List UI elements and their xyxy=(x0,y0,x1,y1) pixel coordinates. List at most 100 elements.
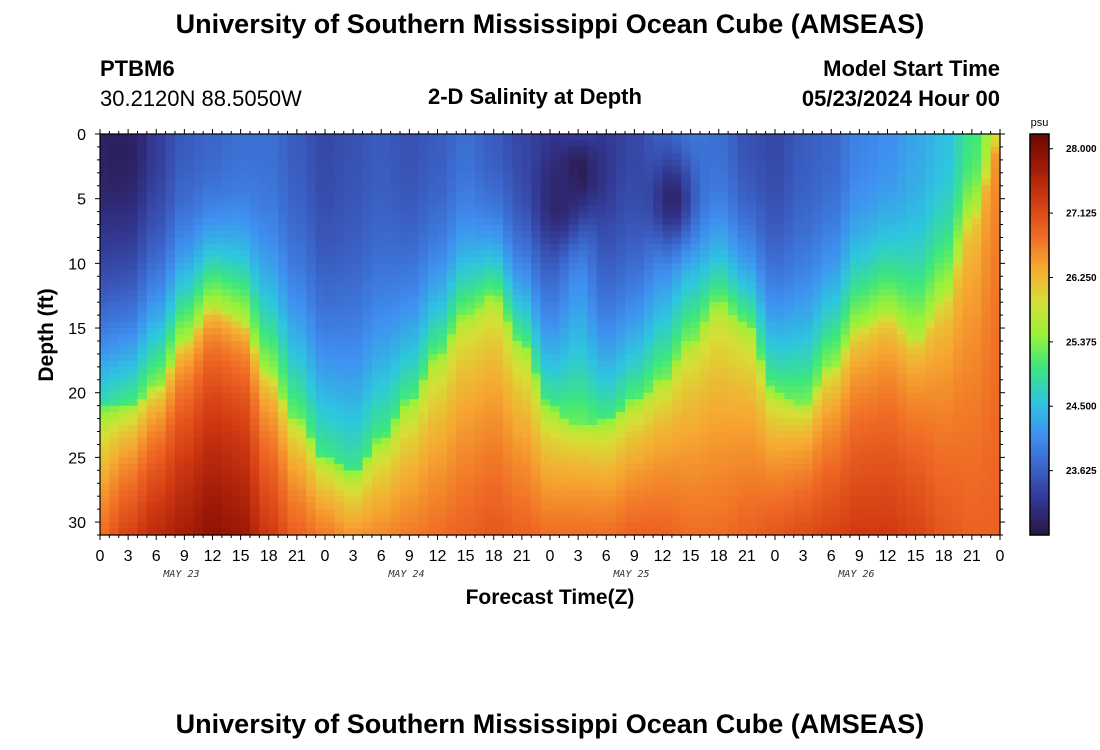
heatmap-cell xyxy=(156,153,167,161)
heatmap-cell xyxy=(118,302,129,310)
heatmap-cell xyxy=(418,463,429,471)
heatmap-cell xyxy=(812,437,823,446)
heatmap-cell xyxy=(587,211,598,219)
heatmap-cell xyxy=(371,470,382,478)
heatmap-cell xyxy=(803,347,814,355)
heatmap-cell xyxy=(503,205,514,213)
heatmap-cell xyxy=(596,405,607,413)
heatmap-cell xyxy=(606,515,617,523)
heatmap-cell xyxy=(165,276,176,284)
heatmap-cell xyxy=(831,224,842,232)
heatmap-cell xyxy=(850,321,860,329)
heatmap-cell xyxy=(596,328,607,336)
heatmap-cell xyxy=(578,282,589,290)
heatmap-cell xyxy=(671,528,682,536)
heatmap-cell xyxy=(756,205,767,213)
heatmap-cell xyxy=(212,237,223,245)
heatmap-cell xyxy=(550,412,560,420)
heatmap-cell xyxy=(840,431,851,439)
heatmap-cell xyxy=(812,399,823,407)
heatmap-cell xyxy=(784,470,795,478)
heatmap-cell xyxy=(521,205,532,213)
heatmap-cell xyxy=(690,379,701,387)
heatmap-cell xyxy=(540,153,551,161)
heatmap-cell xyxy=(175,237,185,245)
heatmap-cell xyxy=(465,159,476,167)
heatmap-cell xyxy=(793,431,804,439)
heatmap-cell xyxy=(381,134,392,142)
heatmap-cell xyxy=(756,308,767,316)
heatmap-cell xyxy=(503,328,514,336)
heatmap-cell xyxy=(278,282,289,290)
heatmap-cell xyxy=(596,185,607,193)
heatmap-cell xyxy=(700,496,710,504)
heatmap-cell xyxy=(793,289,804,297)
heatmap-cell xyxy=(625,308,635,316)
heatmap-cell xyxy=(784,366,795,374)
heatmap-cell xyxy=(100,457,110,465)
heatmap-cell xyxy=(803,282,814,290)
heatmap-cell xyxy=(118,444,129,452)
heatmap-cell xyxy=(165,321,176,329)
heatmap-cell xyxy=(512,476,523,484)
heatmap-cell xyxy=(446,237,457,245)
heatmap-cell xyxy=(812,328,823,336)
heatmap-cell xyxy=(287,528,298,536)
heatmap-cell xyxy=(756,134,767,142)
heatmap-cell xyxy=(390,373,401,381)
heatmap-cell xyxy=(128,185,139,193)
heatmap-cell xyxy=(709,373,720,381)
heatmap-cell xyxy=(653,431,664,439)
heatmap-cell xyxy=(662,399,673,407)
heatmap-cell xyxy=(793,237,804,245)
heatmap-cell xyxy=(671,418,682,426)
heatmap-cell xyxy=(100,386,110,394)
heatmap-cell xyxy=(371,295,382,303)
heatmap-cell xyxy=(137,515,148,523)
heatmap-cell xyxy=(615,263,626,271)
heatmap-cell xyxy=(240,353,251,361)
heatmap-cell xyxy=(156,192,167,200)
heatmap-cell xyxy=(521,159,532,167)
heatmap-cell xyxy=(709,256,720,264)
heatmap-cell xyxy=(493,528,504,536)
heatmap-cell xyxy=(334,179,345,187)
heatmap-cell xyxy=(756,269,767,277)
heatmap-cell xyxy=(784,347,795,355)
heatmap-cell xyxy=(156,437,167,446)
heatmap-cell xyxy=(240,334,251,342)
heatmap-cell xyxy=(634,405,645,413)
heatmap-cell xyxy=(250,360,260,368)
heatmap-cell xyxy=(287,205,298,213)
heatmap-cell xyxy=(540,224,551,232)
heatmap-cell xyxy=(306,392,317,400)
heatmap-cell xyxy=(137,276,148,284)
heatmap-cell xyxy=(400,496,410,504)
heatmap-cell xyxy=(193,205,204,213)
heatmap-cell xyxy=(175,399,185,407)
heatmap-cell xyxy=(568,295,579,303)
heatmap-cell xyxy=(343,470,354,478)
heatmap-cell xyxy=(625,437,635,446)
heatmap-cell xyxy=(362,146,373,155)
heatmap-cell xyxy=(203,146,214,155)
heatmap-cell xyxy=(643,218,654,226)
heatmap-cell xyxy=(671,302,682,310)
heatmap-cell xyxy=(221,159,232,167)
heatmap-cell xyxy=(446,276,457,284)
heatmap-cell xyxy=(409,289,420,297)
heatmap-cell xyxy=(587,276,598,284)
heatmap-cell xyxy=(418,269,429,277)
heatmap-cell xyxy=(568,231,579,239)
heatmap-cell xyxy=(606,250,617,258)
heatmap-cell xyxy=(428,379,439,387)
heatmap-cell xyxy=(221,140,232,148)
heatmap-cell xyxy=(831,418,842,426)
heatmap-cell xyxy=(400,134,410,142)
heatmap-cell xyxy=(287,463,298,471)
heatmap-cell xyxy=(493,412,504,420)
heatmap-cell xyxy=(812,379,823,387)
heatmap-cell xyxy=(137,211,148,219)
heatmap-cell xyxy=(596,250,607,258)
heatmap-cell xyxy=(512,302,523,310)
